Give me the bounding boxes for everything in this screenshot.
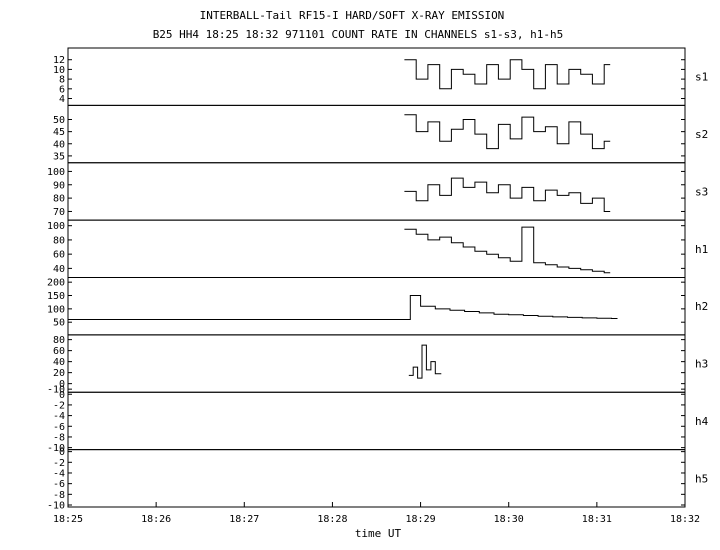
- panel-h2: 50 100 150 200 h2: [47, 277, 708, 336]
- series-line-h3: [408, 344, 442, 379]
- series-line-s1: [404, 59, 611, 90]
- y-tick-label: 0: [59, 390, 65, 401]
- channel-label: s3: [695, 185, 708, 198]
- channel-label: s1: [695, 71, 708, 84]
- y-tick-label: -6: [53, 479, 65, 490]
- channel-label: s2: [695, 128, 708, 141]
- series-line-h2: [68, 295, 618, 320]
- y-tick-label: 200: [47, 278, 65, 289]
- y-tick-label: -4: [53, 468, 65, 479]
- y-tick-label: 0: [59, 379, 65, 390]
- x-tick-label: 18:29: [406, 514, 436, 525]
- panel-frame: [67, 219, 686, 278]
- y-tick-label: 60: [53, 346, 65, 357]
- panel-h1: 40 60 80 100 h1: [47, 219, 708, 278]
- y-tick-label: 40: [53, 264, 65, 275]
- y-tick-label: -6: [53, 422, 65, 433]
- y-tick-label: 4: [59, 94, 65, 105]
- y-tick-label: -2: [53, 458, 65, 469]
- y-tick-label: 100: [47, 304, 65, 315]
- chart-subtitle: B25 HH4 18:25 18:32 971101 COUNT RATE IN…: [153, 28, 564, 41]
- series-line-s3: [404, 177, 611, 212]
- channel-label: h2: [695, 300, 708, 313]
- y-tick-label: 100: [47, 221, 65, 232]
- y-tick-label: 80: [53, 194, 65, 205]
- panel-frame: [67, 334, 686, 393]
- y-tick-label: 80: [53, 335, 65, 346]
- x-tick-label: 18:32: [670, 514, 700, 525]
- panel-h4: -10-8-6-4-20 h4: [47, 390, 709, 454]
- y-tick-label: -10: [47, 443, 65, 454]
- x-tick-label: 18:27: [229, 514, 259, 525]
- panel-frame: [67, 277, 686, 336]
- x-tick-label: 18:30: [494, 514, 524, 525]
- y-tick-label: 90: [53, 180, 65, 191]
- channel-label: h1: [695, 243, 708, 256]
- y-tick-label: 12: [53, 55, 65, 66]
- y-tick-label: 40: [53, 139, 65, 150]
- y-tick-label: -10: [47, 385, 65, 396]
- y-tick-label: 20: [53, 368, 65, 379]
- x-tick-label: 18:26: [141, 514, 171, 525]
- y-tick-label: 8: [59, 75, 65, 86]
- x-axis-label: time UT: [355, 527, 402, 540]
- channel-label: h4: [695, 415, 709, 428]
- y-tick-label: 80: [53, 235, 65, 246]
- y-tick-label: 35: [53, 151, 65, 162]
- y-tick-label: 0: [59, 447, 65, 458]
- y-tick-label: 100: [47, 167, 65, 178]
- y-tick-label: 150: [47, 291, 65, 302]
- x-tick-label: 18:31: [582, 514, 612, 525]
- chart-title: INTERBALL-Tail RF15-I HARD/SOFT X-RAY EM…: [200, 9, 505, 22]
- y-tick-label: 50: [53, 318, 65, 329]
- y-tick-label: -8: [53, 432, 65, 443]
- y-tick-label: -8: [53, 490, 65, 501]
- channel-label: h3: [695, 358, 708, 371]
- y-tick-label: 40: [53, 357, 65, 368]
- y-tick-label: 45: [53, 127, 65, 138]
- y-tick-label: -10: [47, 501, 65, 512]
- series-line-s2: [404, 114, 611, 150]
- y-tick-label: 50: [53, 115, 65, 126]
- x-axis: 18:25 18:26 18:27 18:28 18:29 18:30 18:31 18:32: [53, 502, 700, 525]
- channel-label: h5: [695, 472, 708, 485]
- panel-frame: [67, 449, 686, 508]
- panel-frame: [67, 391, 686, 451]
- x-tick-label: 18:25: [53, 514, 83, 525]
- y-tick-label: -2: [53, 400, 65, 411]
- y-tick-label: 60: [53, 250, 65, 261]
- y-tick-label: -4: [53, 411, 65, 422]
- panel-s3: 70 80 90 100 s3: [47, 162, 708, 221]
- panels: 4681012s135404550s2708090100s3406080100h…: [47, 47, 709, 512]
- panel-frame: [67, 162, 686, 221]
- y-tick-label: 6: [59, 84, 65, 95]
- series-line-h1: [404, 226, 611, 274]
- y-tick-label: 10: [53, 65, 65, 76]
- panel-h5: -10-8-6-4-20 h5: [47, 447, 708, 511]
- y-tick-label: 70: [53, 207, 65, 218]
- x-tick-label: 18:28: [317, 514, 347, 525]
